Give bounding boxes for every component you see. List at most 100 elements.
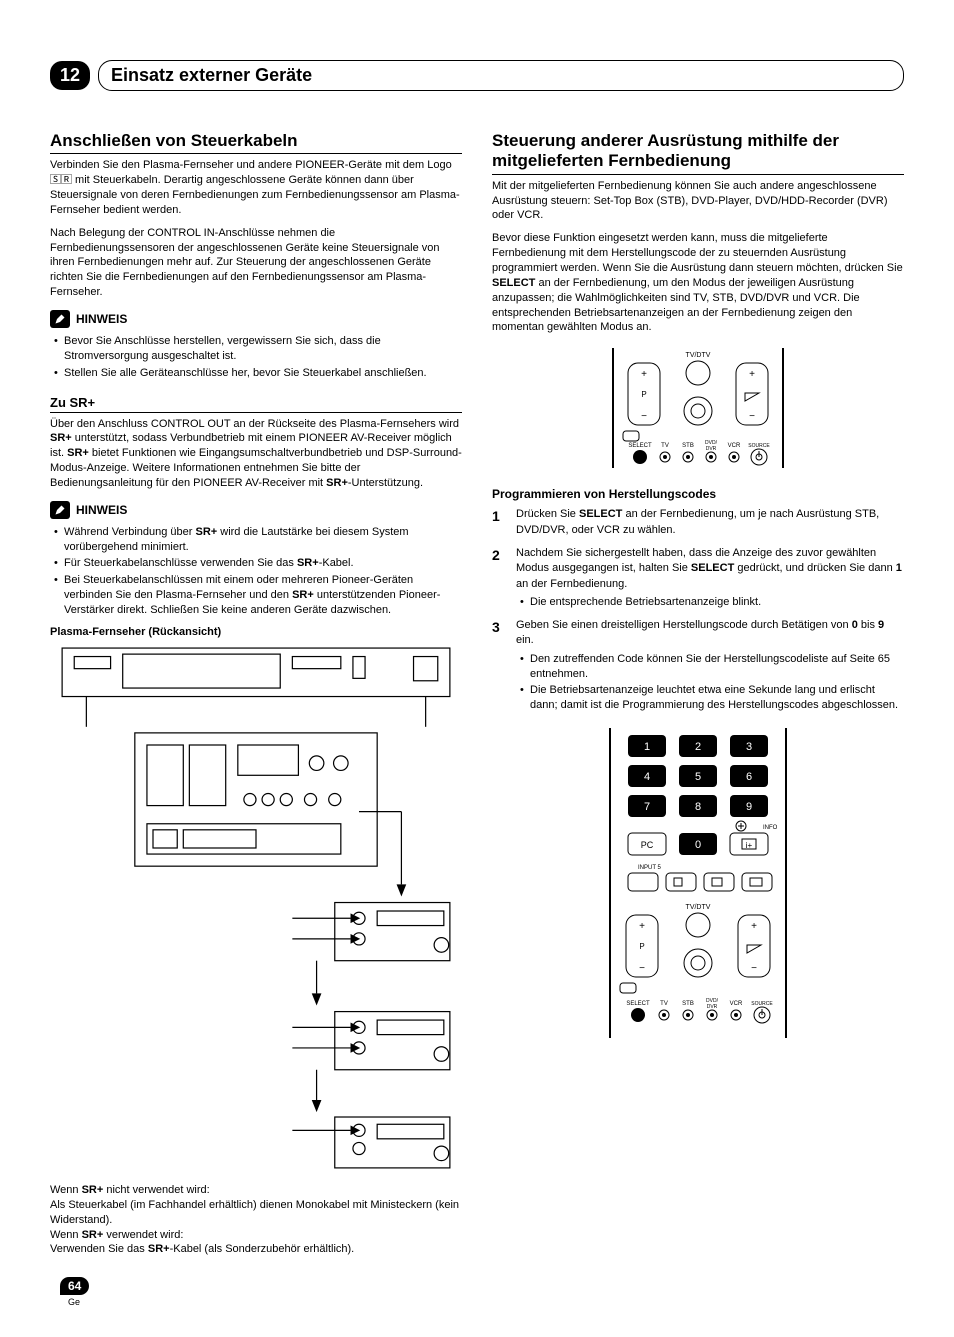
svg-text:STB: STB (682, 1001, 694, 1007)
text: -Kabel (als Sonderzubehör erhältlich). (170, 1243, 355, 1255)
right-column: Steuerung anderer Ausrüstung mithilfe de… (492, 131, 904, 1257)
note-list: Bevor Sie Anschlüsse herstellen, vergewi… (50, 334, 462, 381)
list-item: Für Steuerkabelanschlüsse verwenden Sie … (54, 556, 462, 571)
svg-text:+: + (749, 369, 755, 380)
figure-remote-select-area: TV/DTV + P − + − (492, 343, 904, 473)
list-item: Bei Steuerkabelanschlüssen mit einem ode… (54, 573, 462, 618)
svg-text:9: 9 (746, 801, 752, 813)
paragraph: Bevor diese Funktion eingesetzt werden k… (492, 231, 904, 335)
note-list: Während Verbindung über SR+ wird die Lau… (50, 525, 462, 618)
list-item: Die entsprechende Betriebsartenanzeige b… (520, 595, 904, 610)
text: Für Steuerkabelanschlüsse verwenden Sie … (64, 557, 297, 569)
text: nicht verwendet wird: (103, 1184, 209, 1196)
text: Während Verbindung über (64, 526, 195, 538)
text: ein. (516, 634, 534, 646)
svg-text:TV/DTV: TV/DTV (686, 904, 711, 911)
step-item: Geben Sie einen dreistelligen Herstellun… (492, 618, 904, 713)
page-number-badge: 64 (60, 1277, 89, 1295)
srplus-label: SR+ (82, 1229, 104, 1241)
chapter-header: 12 Einsatz externer Geräte (50, 60, 904, 91)
text: verwendet wird: (103, 1229, 183, 1241)
page-footer: 64 Ge (50, 1277, 904, 1307)
note-label: HINWEIS (76, 312, 127, 326)
figure-remote-keypad: 1 2 3 4 5 6 7 8 9 INFO PC 0 (492, 723, 904, 1043)
svg-text:3: 3 (746, 741, 752, 753)
srplus-label: SR+ (50, 432, 72, 444)
srplus-label: SR+ (67, 447, 89, 459)
srplus-label: SR+ (148, 1243, 170, 1255)
pencil-icon (50, 501, 70, 519)
step-item: Drücken Sie SELECT an der Fernbedienung,… (492, 507, 904, 538)
list-item: Stellen Sie alle Geräteanschlüsse her, b… (54, 366, 462, 381)
sub-heading-srplus: Zu SR+ (50, 395, 462, 413)
svg-text:INPUT 5: INPUT 5 (638, 865, 662, 871)
text: an der Fernbedienung. (516, 578, 627, 590)
chapter-title: Einsatz externer Geräte (111, 65, 885, 86)
text: Über den Anschluss CONTROL OUT an der Rü… (50, 418, 459, 430)
svg-text:DVR: DVR (707, 1004, 718, 1010)
key-one: 1 (896, 562, 902, 574)
list-item: Bevor Sie Anschlüsse herstellen, vergewi… (54, 334, 462, 364)
text: Drücken Sie (516, 508, 579, 520)
svg-text:0: 0 (695, 839, 701, 851)
svg-text:+: + (639, 921, 645, 932)
note-heading: HINWEIS (50, 310, 462, 328)
svg-text:SELECT: SELECT (628, 443, 652, 449)
svg-text:5: 5 (695, 771, 701, 783)
svg-text:TV/DTV: TV/DTV (686, 352, 711, 359)
step-item: Nachdem Sie sichergestellt haben, dass d… (492, 546, 904, 610)
svg-text:TV: TV (660, 1001, 668, 1007)
list-item: Während Verbindung über SR+ wird die Lau… (54, 525, 462, 555)
select-label: SELECT (579, 508, 622, 520)
svg-text:P: P (641, 390, 646, 399)
svg-text:INFO: INFO (763, 825, 778, 831)
svg-text:STB: STB (682, 443, 694, 449)
section-heading-connect-cables: Anschließen von Steuerkabeln (50, 131, 462, 154)
text: Verwenden Sie das (50, 1243, 148, 1255)
svg-text:SOURCE: SOURCE (751, 1001, 773, 1007)
text: Bevor diese Funktion eingesetzt werden k… (492, 232, 903, 274)
list-item: Den zutreffenden Code können Sie der Her… (520, 652, 904, 682)
text: -Unterstützung. (348, 477, 423, 489)
text: Wenn (50, 1184, 82, 1196)
steps-heading: Programmieren von Herstellungscodes (492, 487, 904, 501)
svg-text:−: − (751, 963, 757, 974)
figure-caption: Wenn SR+ nicht verwendet wird: Als Steue… (50, 1183, 462, 1257)
note-label: HINWEIS (76, 503, 127, 517)
paragraph: Mit der mitgelieferten Fernbedienung kön… (492, 179, 904, 224)
chapter-number-badge: 12 (50, 61, 90, 90)
text: an der Fernbedienung, um den Modus der j… (492, 277, 860, 334)
figure-wiring-diagram (50, 642, 462, 1175)
paragraph: Verbinden Sie den Plasma-Fernseher und a… (50, 158, 462, 217)
svg-text:+: + (641, 369, 647, 380)
srplus-label: SR+ (195, 526, 217, 538)
svg-text:7: 7 (644, 801, 650, 813)
srplus-label: SR+ (292, 589, 314, 601)
note-heading: HINWEIS (50, 501, 462, 519)
svg-text:PC: PC (641, 840, 654, 850)
srplus-label: SR+ (297, 557, 319, 569)
paragraph: Über den Anschluss CONTROL OUT an der Rü… (50, 417, 462, 491)
svg-text:SOURCE: SOURCE (748, 443, 770, 449)
svg-text:+: + (751, 921, 757, 932)
figure-label-rear-view: Plasma-Fernseher (Rückansicht) (50, 626, 462, 638)
key-nine: 9 (878, 619, 884, 631)
svg-text:1: 1 (644, 741, 650, 753)
pencil-icon (50, 310, 70, 328)
paragraph: Nach Belegung der CONTROL IN-Anschlüsse … (50, 226, 462, 300)
left-column: Anschließen von Steuerkabeln Verbinden S… (50, 131, 462, 1257)
steps-list: Drücken Sie SELECT an der Fernbedienung,… (492, 507, 904, 713)
srplus-label: SR+ (326, 477, 348, 489)
select-label: SELECT (691, 562, 734, 574)
remote-select-svg: TV/DTV + P − + − (603, 343, 793, 473)
select-label: SELECT (492, 277, 535, 289)
wiring-diagram-svg (50, 642, 462, 1175)
srplus-label: SR+ (82, 1184, 104, 1196)
remote-keypad-svg: 1 2 3 4 5 6 7 8 9 INFO PC 0 (598, 723, 798, 1043)
svg-text:P: P (639, 942, 644, 951)
section-heading-remote-control: Steuerung anderer Ausrüstung mithilfe de… (492, 131, 904, 175)
svg-text:VCR: VCR (728, 443, 741, 449)
text: Wenn (50, 1229, 82, 1241)
text: -Kabel. (319, 557, 354, 569)
svg-text:SELECT: SELECT (626, 1001, 650, 1007)
